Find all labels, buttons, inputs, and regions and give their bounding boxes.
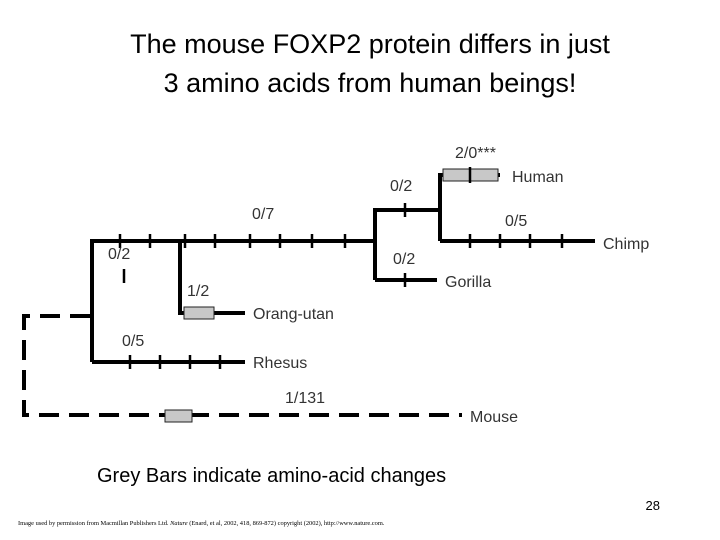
branch-label: 0/2 <box>390 178 412 195</box>
taxon-label: Chimp <box>603 236 649 253</box>
branch-label: 2/0*** <box>455 145 496 162</box>
taxon-label: Rhesus <box>253 355 307 372</box>
taxon-label: Human <box>512 169 564 186</box>
title-line: 3 amino acids from human beings! <box>164 68 577 98</box>
credit-journal: Nature <box>169 520 188 527</box>
change-bar <box>164 409 193 423</box>
title-line: The mouse FOXP2 protein differs in just <box>130 29 610 59</box>
credit: Image used by permission from Macmillan … <box>18 520 385 527</box>
branch-label: 0/5 <box>122 333 144 350</box>
branch <box>438 173 500 241</box>
branch <box>22 314 462 417</box>
tree: 0/2 0/7 1/2 0/5 1/131 0/2 0/2 2/0*** 0/5… <box>22 145 649 426</box>
ticks <box>118 203 564 369</box>
taxon-label: Mouse <box>470 409 518 426</box>
taxon-label: Orang-utan <box>253 306 334 323</box>
page-number: 28 <box>646 498 660 513</box>
caption: Grey Bars indicate amino-acid changes <box>97 465 446 487</box>
branch-label: 0/7 <box>252 206 274 223</box>
change-bar <box>183 306 215 320</box>
credit-text: Image used by permission from Macmillan … <box>18 520 170 527</box>
credit-text: (Enard, et al, 2002, 418, 869-872) copyr… <box>188 520 385 527</box>
branch-label: 0/5 <box>505 213 527 230</box>
branch-label: 0/2 <box>393 251 415 268</box>
branch <box>373 208 440 280</box>
branch-label: 1/2 <box>187 283 209 300</box>
taxon-label: Gorilla <box>445 274 491 291</box>
branch <box>178 241 245 315</box>
branch-label: 1/131 <box>285 390 325 407</box>
branch-label: 0/2 <box>108 246 130 263</box>
